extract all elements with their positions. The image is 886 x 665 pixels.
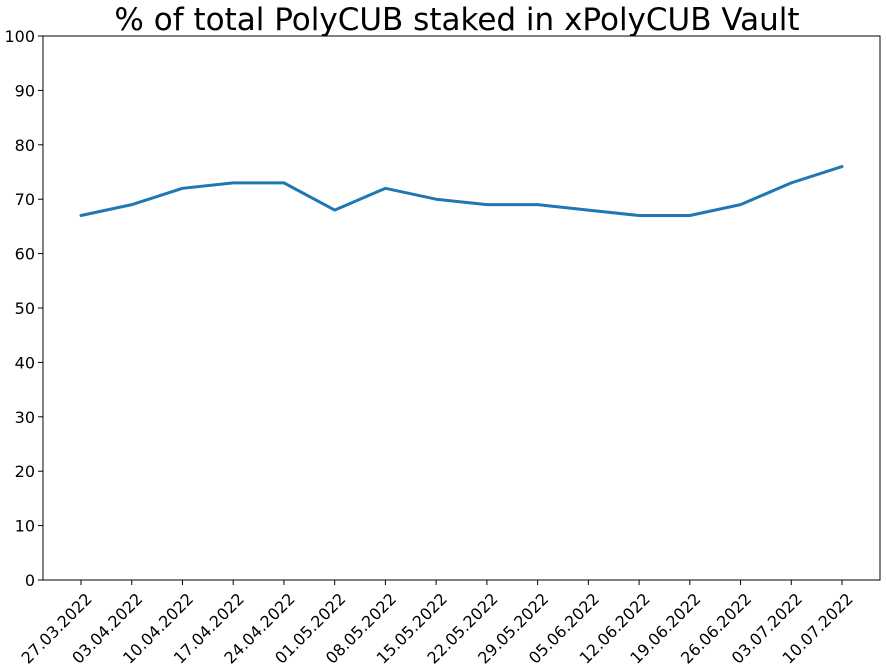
data-point [536,203,539,206]
data-point [485,203,489,206]
y-tick-label: 30 [15,408,35,427]
y-tick-label: 90 [15,81,35,100]
data-point [384,187,387,190]
data-point [232,181,235,185]
data-point [739,203,742,206]
data-point [840,165,844,168]
data-point [282,181,286,185]
y-tick-label: 50 [15,299,35,318]
y-tick-label: 0 [25,571,35,590]
data-point [688,214,691,217]
plot-frame [42,35,881,581]
y-tick-label: 60 [15,245,35,264]
data-point [333,208,336,212]
series-layer [79,165,844,218]
chart-title: % of total PolyCUB staked in xPolyCUB Va… [114,2,799,38]
data-point [587,208,590,212]
data-point [434,198,438,201]
data-point [181,187,184,190]
y-tick-label: 20 [15,462,35,481]
y-tick-label: 40 [15,353,35,372]
y-tick-label: 70 [15,190,35,209]
y-tick-label: 100 [4,27,35,46]
y-tick-label: 80 [15,136,35,155]
series-line [79,165,844,218]
y-tick-label: 10 [15,517,35,536]
data-point [79,214,83,217]
data-point [130,203,133,206]
axes: 010203040506070809010027.03.202203.04.20… [4,27,881,665]
data-point [790,181,793,185]
data-point [637,214,641,217]
